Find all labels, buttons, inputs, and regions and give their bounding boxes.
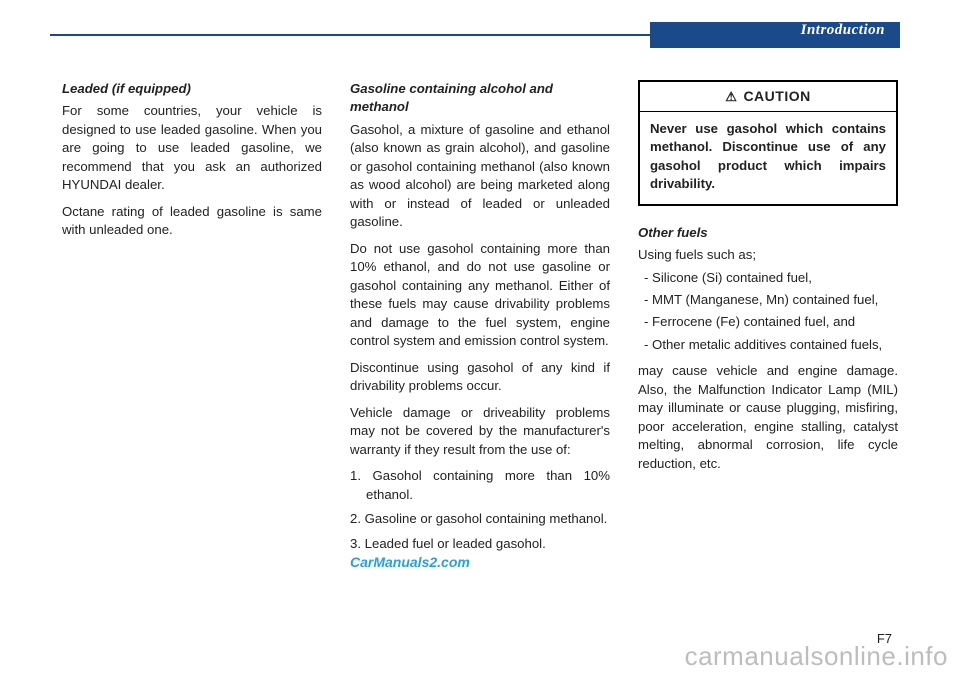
col3-dash4: - Other metalic additives contained fuel… <box>638 336 898 354</box>
col2-num3: 3. Leaded fuel or leaded gasohol. <box>350 535 610 553</box>
col3-para1: Using fuels such as; <box>638 246 898 264</box>
col2-para3: Discontinue using gasohol of any kind if… <box>350 359 610 396</box>
content-columns: Leaded (if equipped) For some countries,… <box>62 80 898 616</box>
column-3: CAUTION Never use gasohol which contains… <box>638 80 898 616</box>
col2-para2: Do not use gasohol containing more than … <box>350 240 610 351</box>
caution-body: Never use gasohol which contains methano… <box>640 112 896 204</box>
col2-num2: 2. Gasoline or gasohol containing methan… <box>350 510 610 528</box>
inline-watermark: CarManuals2.com <box>350 553 610 573</box>
footer-watermark: carmanualsonline.info <box>685 641 948 672</box>
caution-box: CAUTION Never use gasohol which contains… <box>638 80 898 206</box>
section-title: Introduction <box>801 22 885 39</box>
col2-num1: 1. Gasohol containing more than 10% etha… <box>350 467 610 504</box>
col1-para1: For some countries, your vehicle is desi… <box>62 102 322 194</box>
col2-heading: Gasoline containing alcohol and methanol <box>350 80 610 117</box>
col3-dash2: - MMT (Manganese, Mn) contained fuel, <box>638 291 898 309</box>
column-2: Gasoline containing alcohol and methanol… <box>350 80 610 616</box>
col1-para2: Octane rating of leaded gasoline is same… <box>62 203 322 240</box>
col3-heading: Other fuels <box>638 224 898 242</box>
col2-para4: Vehicle damage or driveability problems … <box>350 404 610 459</box>
col3-dash3: - Ferrocene (Fe) contained fuel, and <box>638 313 898 331</box>
col3-dash1: - Silicone (Si) contained fuel, <box>638 269 898 287</box>
caution-title: CAUTION <box>640 82 896 112</box>
column-1: Leaded (if equipped) For some countries,… <box>62 80 322 616</box>
col2-para1: Gasohol, a mixture of gasoline and ethan… <box>350 121 610 232</box>
col1-heading: Leaded (if equipped) <box>62 80 322 98</box>
col3-para2: may cause vehicle and engine damage. Als… <box>638 362 898 473</box>
